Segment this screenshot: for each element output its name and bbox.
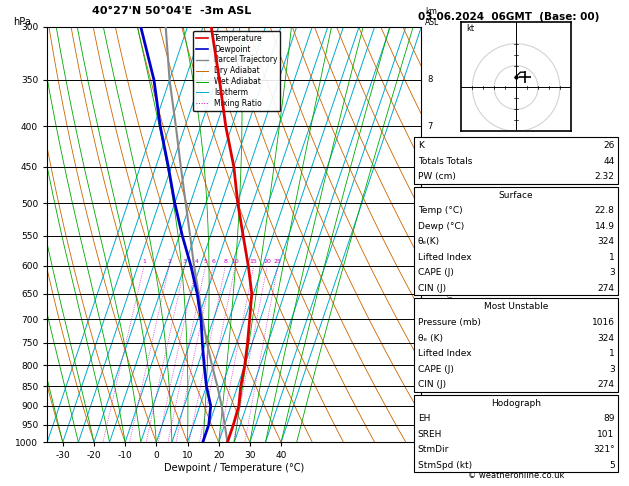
Text: 1: 1 [609,349,615,358]
Text: 8: 8 [223,259,228,264]
Text: SREH: SREH [418,430,442,439]
Text: 25: 25 [274,259,282,264]
Text: Lifted Index: Lifted Index [418,253,471,262]
Text: Most Unstable: Most Unstable [484,302,548,312]
Text: 2: 2 [427,314,432,324]
Text: 40°27'N 50°04'E  -3m ASL: 40°27'N 50°04'E -3m ASL [92,6,252,17]
Text: Surface: Surface [499,191,533,200]
Text: Lifted Index: Lifted Index [418,349,471,358]
Text: CAPE (J): CAPE (J) [418,364,454,374]
Text: 101: 101 [598,430,615,439]
Text: CIN (J): CIN (J) [418,380,446,389]
Text: 3: 3 [183,259,187,264]
Text: K: K [418,141,423,150]
Text: 3: 3 [609,268,615,278]
Text: 20: 20 [263,259,271,264]
Text: 5: 5 [609,461,615,470]
Text: 274: 274 [598,380,615,389]
Text: km
ASL: km ASL [425,7,440,27]
Text: Temp (°C): Temp (°C) [418,206,462,215]
Text: Mixing Ratio (g/kg): Mixing Ratio (g/kg) [446,257,455,337]
Text: kt: kt [466,24,474,33]
Text: 44: 44 [603,156,615,166]
Legend: Temperature, Dewpoint, Parcel Trajectory, Dry Adiabat, Wet Adiabat, Isotherm, Mi: Temperature, Dewpoint, Parcel Trajectory… [193,31,281,111]
Text: 15: 15 [250,259,257,264]
Text: Pressure (mb): Pressure (mb) [418,318,481,327]
Text: 8: 8 [427,75,432,85]
Text: © weatheronline.co.uk: © weatheronline.co.uk [467,471,564,480]
Text: 3: 3 [427,261,432,270]
Text: 1LCL: 1LCL [427,401,445,410]
Text: PW (cm): PW (cm) [418,172,455,181]
Text: 5: 5 [427,199,432,208]
Text: 324: 324 [598,333,615,343]
Text: StmSpd (kt): StmSpd (kt) [418,461,472,470]
Text: 14.9: 14.9 [594,222,615,231]
Text: 274: 274 [598,284,615,293]
Text: 03.06.2024  06GMT  (Base: 00): 03.06.2024 06GMT (Base: 00) [418,12,599,22]
Text: 2: 2 [167,259,171,264]
Text: StmDir: StmDir [418,445,449,454]
Text: 5: 5 [204,259,208,264]
Text: 2.32: 2.32 [594,172,615,181]
Text: θₑ(K): θₑ(K) [418,237,440,246]
Text: 1: 1 [142,259,146,264]
X-axis label: Dewpoint / Temperature (°C): Dewpoint / Temperature (°C) [164,463,304,473]
Text: EH: EH [418,414,430,423]
Text: 1016: 1016 [591,318,615,327]
Text: CIN (J): CIN (J) [418,284,446,293]
Text: 324: 324 [598,237,615,246]
Text: 6: 6 [211,259,215,264]
Text: 4: 4 [194,259,198,264]
Text: 22.8: 22.8 [594,206,615,215]
Text: 1: 1 [427,361,432,370]
Text: Dewp (°C): Dewp (°C) [418,222,464,231]
Text: 3: 3 [609,364,615,374]
Text: 1: 1 [609,253,615,262]
Text: 89: 89 [603,414,615,423]
Text: 321°: 321° [593,445,615,454]
Text: Totals Totals: Totals Totals [418,156,472,166]
Text: CAPE (J): CAPE (J) [418,268,454,278]
Text: 10: 10 [231,259,239,264]
Text: hPa: hPa [13,17,31,27]
Text: 7: 7 [427,122,432,131]
Text: θₑ (K): θₑ (K) [418,333,443,343]
Text: 4: 4 [427,231,432,241]
Text: Hodograph: Hodograph [491,399,541,408]
Text: 6: 6 [427,162,432,171]
Text: 26: 26 [603,141,615,150]
